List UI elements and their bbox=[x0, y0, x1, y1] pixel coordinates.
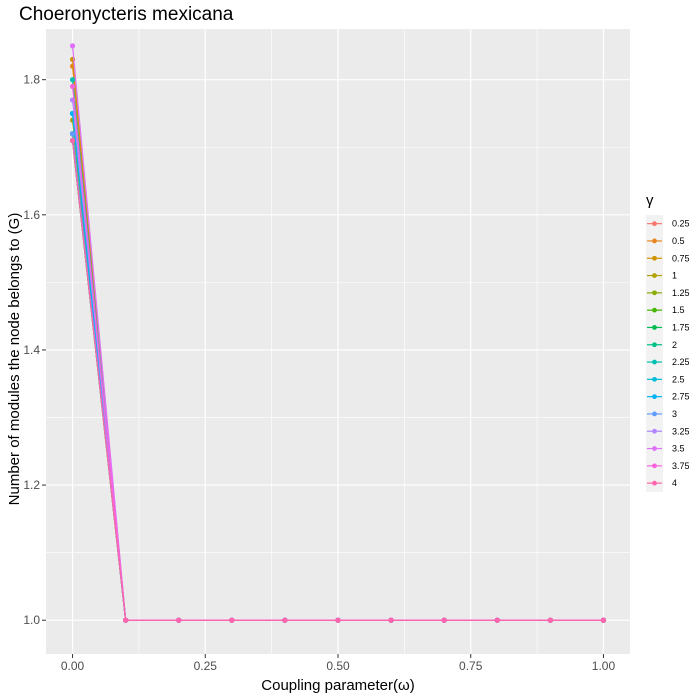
y-tick-label: 1.0 bbox=[23, 613, 40, 627]
legend-key-point bbox=[652, 359, 657, 365]
data-point bbox=[69, 131, 76, 137]
legend-key-point bbox=[652, 221, 657, 227]
series-4 bbox=[69, 137, 607, 623]
legend-item: 2.5 bbox=[647, 374, 685, 384]
legend-label: 0.75 bbox=[672, 253, 690, 263]
legend-label: 3.25 bbox=[672, 426, 690, 436]
legend-item: 0.25 bbox=[647, 219, 690, 229]
legend-key-point bbox=[652, 411, 657, 417]
legend-key-point bbox=[652, 446, 657, 451]
legend-item: 1 bbox=[647, 271, 677, 281]
y-axis: 1.0 1.2 1.4 1.6 1.8 bbox=[23, 73, 46, 627]
legend-item: 2.25 bbox=[647, 357, 690, 367]
plot-area bbox=[46, 29, 630, 654]
legend-key-point bbox=[652, 342, 657, 348]
legend-item: 3.75 bbox=[647, 461, 690, 471]
data-point bbox=[69, 43, 76, 49]
data-point bbox=[123, 617, 129, 623]
y-axis-title: Number of modules the node belongs to (G… bbox=[6, 213, 23, 506]
data-point bbox=[441, 617, 447, 623]
data-point bbox=[600, 617, 607, 623]
legend-title: γ bbox=[646, 192, 654, 209]
legend-item: 3 bbox=[647, 409, 677, 419]
data-point bbox=[69, 137, 76, 144]
legend-key-point bbox=[652, 394, 657, 400]
legend-item: 1.75 bbox=[647, 322, 690, 332]
legend-item: 1.5 bbox=[647, 305, 685, 315]
x-tick-label: 0.50 bbox=[326, 659, 350, 673]
legend-label: 0.5 bbox=[672, 236, 685, 246]
legend-item: 2.75 bbox=[647, 392, 690, 402]
y-tick-label: 1.8 bbox=[23, 73, 40, 87]
legend-key-point bbox=[652, 273, 657, 278]
legend-key-point bbox=[652, 307, 657, 313]
legend-key-point bbox=[652, 290, 657, 296]
legend: 0.25 0.5 0.75 1 1.25 1.5 1.75 2 2.25 2.5 2.75 3 3.25… bbox=[646, 215, 690, 492]
data-point bbox=[494, 617, 500, 623]
legend-item: 3.5 bbox=[647, 444, 685, 454]
legend-item: 0.75 bbox=[647, 253, 690, 263]
legend-label: 2.75 bbox=[672, 392, 690, 402]
legend-item: 4 bbox=[647, 478, 677, 488]
legend-key-point bbox=[652, 325, 657, 330]
legend-item: 0.5 bbox=[647, 236, 685, 246]
legend-item: 1.25 bbox=[647, 288, 690, 298]
legend-key-point bbox=[652, 376, 657, 382]
data-point bbox=[547, 617, 553, 623]
legend-label: 4 bbox=[672, 478, 677, 488]
data-point bbox=[229, 617, 235, 623]
x-tick-label: 0.00 bbox=[61, 659, 85, 673]
legend-label: 3.5 bbox=[672, 444, 685, 454]
legend-key-point bbox=[652, 463, 657, 469]
series-group bbox=[69, 43, 607, 623]
legend-label: 3 bbox=[672, 409, 677, 419]
legend-item: 2 bbox=[647, 340, 677, 350]
legend-label: 2 bbox=[672, 340, 677, 350]
legend-label: 2.25 bbox=[672, 357, 690, 367]
x-tick-label: 0.75 bbox=[459, 659, 483, 673]
legend-key-point bbox=[652, 255, 657, 261]
legend-label: 2.5 bbox=[672, 374, 685, 384]
legend-key-point bbox=[652, 238, 657, 244]
y-tick-label: 1.2 bbox=[23, 478, 40, 492]
data-point bbox=[69, 77, 76, 83]
data-point bbox=[335, 617, 341, 623]
legend-key-point bbox=[652, 428, 657, 434]
data-point bbox=[176, 617, 182, 623]
x-tick-label: 0.25 bbox=[194, 659, 218, 673]
legend-label: 1.25 bbox=[672, 288, 690, 298]
legend-label: 0.25 bbox=[672, 219, 690, 229]
x-axis-title: Coupling parameter(ω) bbox=[261, 677, 414, 694]
x-axis: 0.00 0.25 0.50 0.75 1.00 bbox=[61, 654, 616, 673]
data-point bbox=[69, 83, 76, 90]
legend-key-background bbox=[646, 215, 663, 492]
y-tick-label: 1.6 bbox=[23, 208, 40, 222]
legend-key-point bbox=[652, 480, 657, 486]
legend-label: 3.75 bbox=[672, 461, 690, 471]
data-point bbox=[388, 617, 394, 623]
data-point bbox=[282, 617, 288, 623]
legend-label: 1.75 bbox=[672, 322, 690, 332]
legend-label: 1 bbox=[672, 271, 677, 281]
chart-title: Choeronycteris mexicana bbox=[19, 4, 234, 25]
legend-label: 1.5 bbox=[672, 305, 685, 315]
legend-item: 3.25 bbox=[647, 426, 690, 436]
y-tick-label: 1.4 bbox=[23, 343, 40, 357]
x-tick-label: 1.00 bbox=[592, 659, 616, 673]
